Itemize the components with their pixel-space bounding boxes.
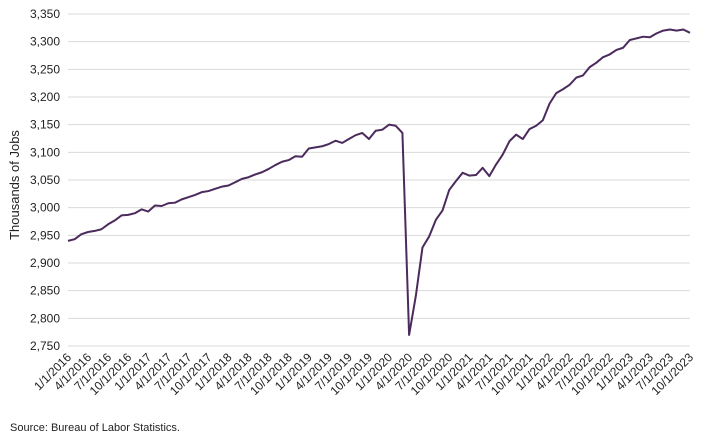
y-tick-label: 3,000 [30, 201, 60, 215]
y-tick-label: 2,800 [30, 311, 60, 325]
y-tick-label: 3,300 [30, 35, 60, 49]
y-tick-label: 3,100 [30, 145, 60, 159]
x-axis: 1/1/20164/1/20167/1/201610/1/20161/1/201… [31, 350, 696, 398]
y-tick-label: 2,850 [30, 284, 60, 298]
y-axis-title: Thousands of Jobs [7, 130, 22, 240]
y-tick-label: 3,250 [30, 62, 60, 76]
y-axis: 2,750 2,800 2,850 2,900 2,950 3,000 3,050 3,100… [30, 7, 60, 353]
y-tick-label: 3,350 [30, 7, 60, 21]
y-tick-label: 2,750 [30, 339, 60, 353]
y-tick-label: 3,050 [30, 173, 60, 187]
source-note: Source: Bureau of Labor Statistics. [10, 422, 180, 434]
grid-lines [68, 13, 690, 347]
series-line [67, 28, 691, 336]
y-tick-label: 3,150 [30, 118, 60, 132]
series-employment [67, 28, 691, 336]
y-tick-label: 2,900 [30, 256, 60, 270]
y-tick-label: 2,950 [30, 228, 60, 242]
y-tick-label: 3,200 [30, 90, 60, 104]
